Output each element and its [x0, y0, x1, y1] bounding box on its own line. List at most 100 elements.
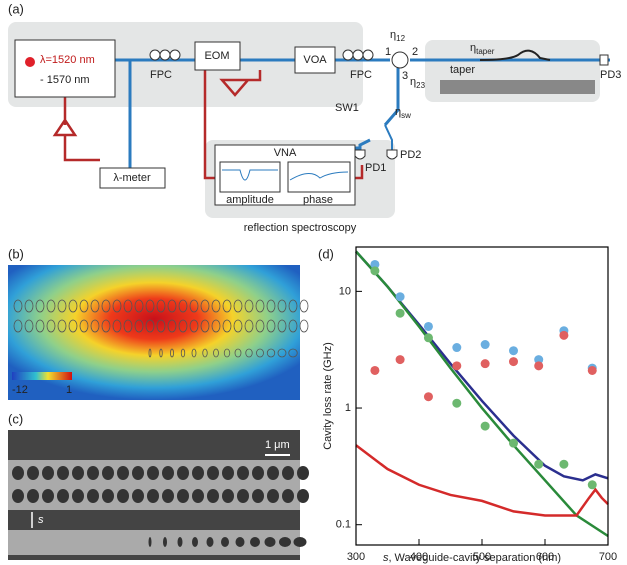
hole [277, 348, 287, 358]
point [559, 459, 569, 469]
x-tick-label: 400 [410, 551, 428, 563]
hole [177, 537, 183, 547]
hole [27, 466, 39, 480]
x-axis-var: s [383, 552, 389, 564]
hole [35, 299, 45, 313]
hole [277, 299, 287, 313]
laser-label: λ=1520 nm [40, 54, 95, 66]
fpc-label: FPC [150, 69, 172, 81]
hole [178, 319, 188, 333]
chart: 0.1 1 10 300 400 500 600 700 Cavity loss rate (G… [322, 246, 617, 564]
plot-frame [355, 246, 609, 546]
hole [112, 319, 122, 333]
y-tick-label: 0.1 [336, 519, 351, 531]
hole [13, 319, 23, 333]
hole [57, 319, 67, 333]
hole [132, 489, 144, 503]
point [395, 308, 405, 318]
x-tick-label: 600 [536, 551, 554, 563]
hole [202, 348, 208, 358]
hole [46, 319, 56, 333]
point [395, 355, 405, 365]
x-tick-label: 500 [473, 551, 491, 563]
lambda-meter-label: λ-meter [113, 172, 151, 184]
hole [170, 348, 174, 358]
hole [267, 466, 279, 480]
hole [191, 348, 197, 358]
hole [156, 319, 166, 333]
hole [13, 299, 23, 313]
hole [255, 319, 265, 333]
hole [132, 466, 144, 480]
x-axis-label: s, Waveguide-cavity separation (nm) [383, 552, 561, 564]
hole [90, 319, 100, 333]
hole [288, 299, 298, 313]
hole [90, 299, 100, 313]
hole [244, 319, 254, 333]
hole [235, 537, 245, 547]
hole [178, 299, 188, 313]
hole [180, 348, 186, 358]
hole [244, 299, 254, 313]
y-axis-label: Cavity loss rate (GHz) [322, 342, 334, 450]
point [423, 321, 433, 331]
hole [72, 489, 84, 503]
y-tick-label: 10 [339, 285, 351, 297]
hole [46, 299, 56, 313]
eom-label: EOM [204, 50, 229, 62]
hole [200, 299, 210, 313]
point [452, 361, 462, 371]
hole [252, 489, 264, 503]
port: 1 [385, 46, 391, 58]
hole [266, 299, 276, 313]
taper [479, 49, 551, 61]
hole [27, 489, 39, 503]
eta-sw: ηsw [395, 106, 411, 120]
panel-label: (d) [318, 246, 334, 261]
hole [162, 466, 174, 480]
point [534, 361, 544, 371]
hole [147, 466, 159, 480]
hole [264, 537, 276, 547]
hole [250, 537, 260, 547]
hole [123, 319, 133, 333]
hole [245, 348, 253, 358]
hole [206, 537, 214, 547]
hole [266, 348, 276, 358]
pd2: PD2 [400, 149, 421, 161]
hole [222, 299, 232, 313]
lambda-meter [99, 167, 166, 189]
point [423, 333, 433, 343]
hole [68, 299, 78, 313]
panel-c: (c) 1 μm s [8, 411, 309, 560]
hole [213, 348, 219, 358]
hole [233, 299, 243, 313]
port: 2 [412, 46, 418, 58]
hole [222, 319, 232, 333]
sw1: SW1 [335, 102, 359, 114]
port: 3 [402, 70, 408, 82]
panel-label: (a) [8, 1, 24, 16]
hole [252, 466, 264, 480]
hole [237, 489, 249, 503]
point [587, 365, 597, 375]
hole [192, 466, 204, 480]
point [370, 365, 380, 375]
point [534, 459, 544, 469]
hole [117, 489, 129, 503]
point [395, 292, 405, 302]
panel-label: (b) [8, 246, 24, 261]
hole [134, 319, 144, 333]
hole [297, 466, 309, 480]
phase-label: phase [303, 194, 333, 206]
eta-taper: ηtaper [470, 42, 495, 56]
panel-b: (b) -12 1 [8, 246, 309, 400]
circulator [391, 51, 409, 69]
hole [222, 489, 234, 503]
caption: reflection spectroscopy [244, 222, 357, 234]
hole [123, 299, 133, 313]
hole [57, 489, 69, 503]
taper-label: taper [450, 64, 475, 76]
point [480, 359, 490, 369]
hole [282, 466, 294, 480]
